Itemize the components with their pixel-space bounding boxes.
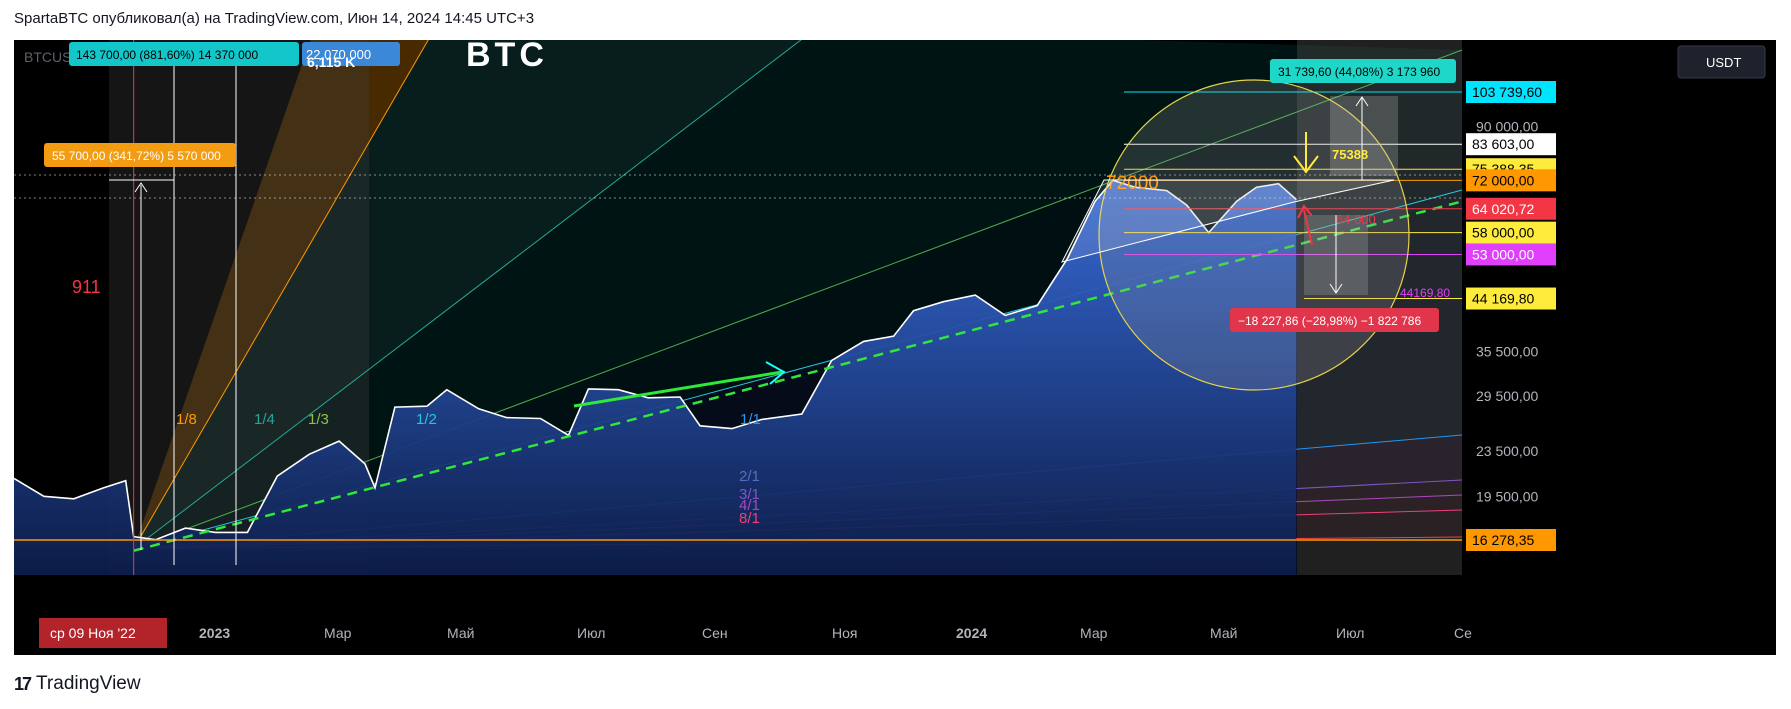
volume-box xyxy=(302,42,400,66)
y-tick-1: 35 500,00 xyxy=(1476,343,1538,359)
volume-value: 6,115 K xyxy=(307,54,355,70)
x-tick-1: 2023 xyxy=(199,625,230,641)
date-highlight-label: ср 09 Ноя '22 xyxy=(50,625,136,641)
measure-box-teal xyxy=(1270,59,1456,83)
fan-label-3: 1/3 xyxy=(308,411,329,428)
trend-arrow-line xyxy=(573,370,783,408)
measure-box-orange xyxy=(44,143,236,167)
level-badge-7 xyxy=(1466,243,1556,266)
publish-info: SpartaBTC опубликовал(а) на TradingView.… xyxy=(14,10,535,27)
x-tick-3: Май xyxy=(447,625,474,641)
level-badge-5 xyxy=(1466,197,1556,220)
chart-frame[interactable]: 103 739,60 83 603,00 75 388,35 72 000,00 64 … xyxy=(14,40,1776,655)
fan-ray-1 xyxy=(133,40,429,550)
tradingview-logo-icon: 17 xyxy=(14,673,32,694)
x-tick-9: Май xyxy=(1210,625,1237,641)
btc-logo: BTC xyxy=(466,40,548,74)
measure-box-top-text: 143 700,00 (881,60%) 14 370 000 xyxy=(76,48,258,62)
fan-label-9: 8/1 xyxy=(739,510,760,527)
level-badge-text-8: 44 169,80 xyxy=(1472,291,1534,307)
fan-ray-2 xyxy=(133,40,802,550)
measure-box-teal-text: 31 739,60 (44,08%) 3 173 960 xyxy=(1278,65,1440,79)
target-range-box xyxy=(1330,96,1398,176)
tradingview-brand: TradingView xyxy=(36,673,141,694)
level-badge-2 xyxy=(1466,133,1556,156)
trend-line xyxy=(133,200,1463,552)
fan-label-7: 3/1 xyxy=(739,486,760,503)
measure-box-orange-text: 55 700,00 (341,72%) 5 570 000 xyxy=(52,149,221,163)
days-count-label: 911 xyxy=(72,277,101,297)
level-badge-4 xyxy=(1466,169,1556,192)
fan-label-8: 4/1 xyxy=(739,497,760,514)
y-tick-2: 29 500,00 xyxy=(1476,388,1538,404)
label-44169: 44169,80 xyxy=(1400,286,1450,300)
y-tick-4: 19 500,00 xyxy=(1476,488,1538,504)
level-badge-text-1: 103 739,60 xyxy=(1472,84,1542,100)
fan-label-1: 1/8 xyxy=(176,411,197,428)
measure-box-red xyxy=(1230,308,1439,332)
level-badge-text-7: 53 000,00 xyxy=(1472,246,1534,262)
measure-box-red-text: −18 227,86 (−28,98%) −1 822 786 xyxy=(1238,314,1421,328)
level-badge-1 xyxy=(1466,81,1556,103)
measure-arrow-up-icon xyxy=(134,182,148,193)
fan-label-2: 1/4 xyxy=(254,411,275,428)
red-arrow-up-icon xyxy=(1297,204,1313,219)
level-badge-text-5: 64 020,72 xyxy=(1472,201,1534,217)
x-tick-4: Июл xyxy=(577,625,605,641)
y-tick-3: 23 500,00 xyxy=(1476,443,1538,459)
yellow-arrow-down-icon xyxy=(1293,155,1319,174)
x-tick-5: Сен xyxy=(702,625,728,641)
x-tick-2: Мар xyxy=(324,625,352,641)
level-badge-text-4: 72 000,00 xyxy=(1472,172,1534,188)
fan-label-6: 2/1 xyxy=(739,468,760,485)
volume-box-text: 22 070 000 xyxy=(306,47,371,62)
target-arrow-up-icon xyxy=(1355,96,1369,107)
level-badge-9 xyxy=(1466,529,1556,551)
level-badge-6 xyxy=(1466,221,1556,244)
ascending-triangle xyxy=(1061,179,1395,263)
level-badge-text-6: 58 000,00 xyxy=(1472,225,1534,241)
date-highlight-box xyxy=(39,618,167,648)
level-badge-text-9: 16 278,35 xyxy=(1472,532,1534,548)
price-area xyxy=(14,180,1297,576)
level-badge-8 xyxy=(1466,287,1556,310)
fan-label-5: 1/1 xyxy=(740,411,761,428)
measure-box-top xyxy=(69,42,299,66)
label-64000: 64 000 xyxy=(1336,212,1376,227)
x-tick-7: 2024 xyxy=(956,625,987,641)
level-badge-text-2: 83 603,00 xyxy=(1472,136,1534,152)
x-tick-6: Ноя xyxy=(832,625,857,641)
currency-button[interactable] xyxy=(1677,45,1766,79)
y-tick-5: 90 000,00 xyxy=(1476,118,1538,134)
red-arrow-line xyxy=(1303,209,1313,246)
x-tick-11: Се xyxy=(1454,625,1472,641)
fan-label-4: 1/2 xyxy=(416,411,437,428)
trend-arrow-head-icon xyxy=(765,361,786,385)
x-tick-10: Июл xyxy=(1336,625,1364,641)
x-tick-8: Мар xyxy=(1080,625,1108,641)
drawdown-arrow-down-icon xyxy=(1329,283,1343,294)
shaded-range-right xyxy=(1297,40,1462,575)
label-75388: 75388 xyxy=(1332,147,1368,162)
tradingview-footer: 17 TradingView xyxy=(14,673,141,695)
currency-label: USDT xyxy=(1706,55,1741,70)
